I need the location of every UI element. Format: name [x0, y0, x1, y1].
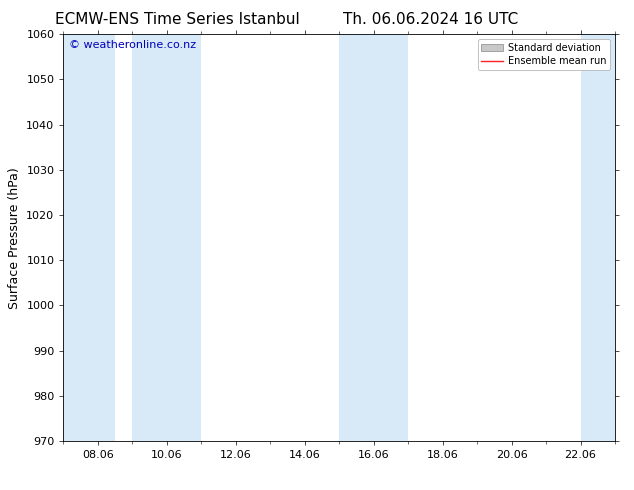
Text: © weatheronline.co.nz: © weatheronline.co.nz	[69, 40, 196, 50]
Y-axis label: Surface Pressure (hPa): Surface Pressure (hPa)	[8, 167, 21, 309]
Bar	[133, 34, 202, 441]
Bar	[339, 34, 408, 441]
Text: ECMW-ENS Time Series Istanbul: ECMW-ENS Time Series Istanbul	[55, 12, 300, 27]
Bar	[63, 34, 115, 441]
Bar	[581, 34, 615, 441]
Text: Th. 06.06.2024 16 UTC: Th. 06.06.2024 16 UTC	[344, 12, 519, 27]
Legend: Standard deviation, Ensemble mean run: Standard deviation, Ensemble mean run	[477, 39, 610, 70]
